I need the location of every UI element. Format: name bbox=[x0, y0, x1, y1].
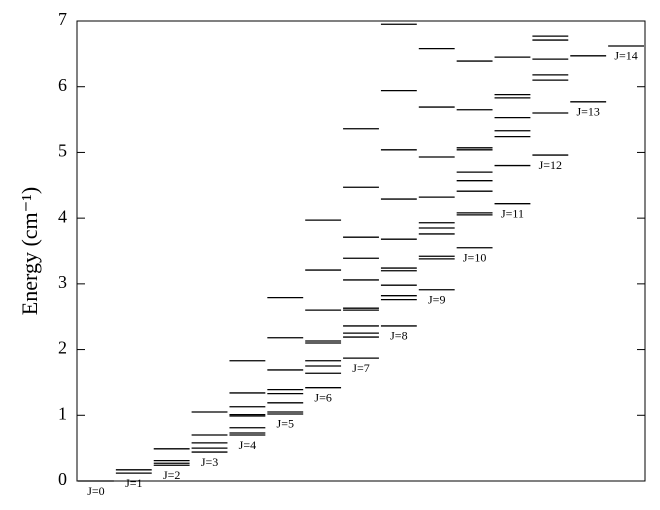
level-label: J=3 bbox=[201, 455, 218, 469]
level-label: J=7 bbox=[352, 361, 369, 375]
y-tick-label: 7 bbox=[58, 9, 67, 29]
y-tick-label: 0 bbox=[58, 469, 67, 489]
level-label: J=1 bbox=[125, 476, 142, 490]
level-label: J=2 bbox=[163, 468, 180, 482]
level-label: J=13 bbox=[576, 105, 599, 119]
level-label: J=12 bbox=[539, 158, 562, 172]
level-label: J=4 bbox=[239, 438, 256, 452]
y-tick-label: 4 bbox=[58, 206, 67, 226]
y-tick-label: 6 bbox=[58, 75, 67, 95]
level-label: J=5 bbox=[277, 417, 294, 431]
y-tick-label: 1 bbox=[58, 403, 67, 423]
level-label: J=11 bbox=[501, 206, 524, 220]
level-label: J=8 bbox=[390, 329, 407, 343]
level-label: J=9 bbox=[428, 293, 445, 307]
level-label: J=10 bbox=[463, 250, 486, 264]
y-axis-label: Energy (cm⁻¹) bbox=[17, 187, 42, 315]
level-label: J=6 bbox=[314, 390, 331, 404]
y-tick-label: 5 bbox=[58, 141, 67, 161]
y-tick-label: 2 bbox=[58, 338, 67, 358]
plot-frame bbox=[76, 20, 646, 482]
level-label: J=0 bbox=[87, 484, 104, 498]
y-tick-label: 3 bbox=[58, 272, 67, 292]
level-label: J=14 bbox=[614, 49, 637, 63]
